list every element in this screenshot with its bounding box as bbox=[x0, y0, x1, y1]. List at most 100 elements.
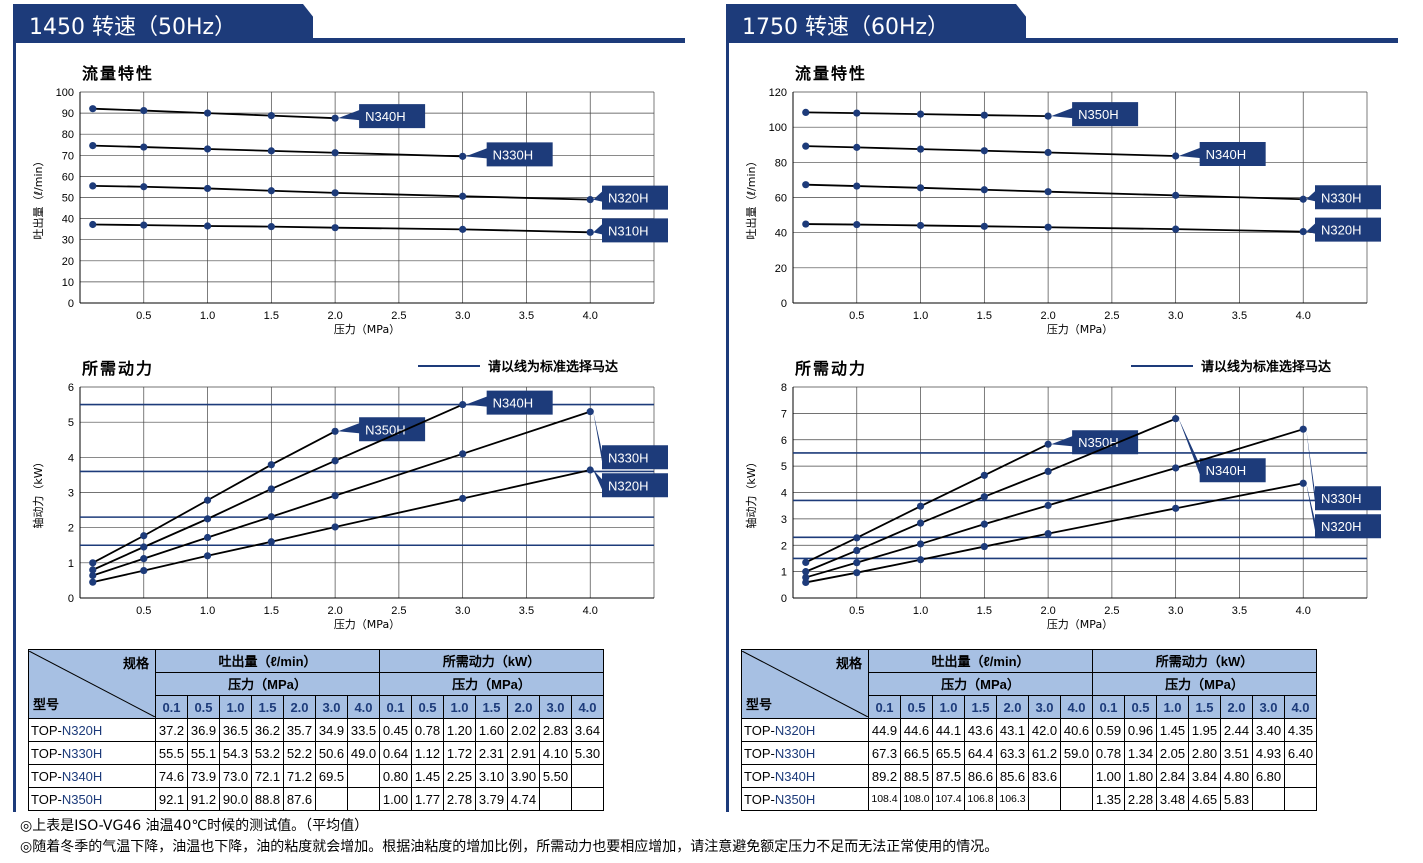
pressure-column-header: 1.0 bbox=[443, 695, 476, 719]
data-point bbox=[980, 471, 988, 479]
y-tick-label: 4 bbox=[781, 488, 787, 500]
data-point bbox=[459, 192, 467, 200]
data-point bbox=[140, 183, 148, 191]
data-point bbox=[267, 485, 275, 493]
x-tick-label: 2.5 bbox=[391, 310, 406, 322]
title-rule bbox=[726, 38, 1398, 43]
callout-box bbox=[1306, 429, 1381, 511]
flow-value-cell: 55.5 bbox=[155, 741, 188, 765]
x-tick-label: 2.5 bbox=[1104, 310, 1119, 322]
flow-chart: 流量特性 0 10 20 30 40 50 60 70 80 90 100 0.5 1.0 1.5 2.0 2.… bbox=[20, 55, 686, 345]
data-point bbox=[802, 142, 810, 150]
y-tick-label: 40 bbox=[62, 214, 74, 226]
y-tick-label: 0 bbox=[68, 593, 74, 605]
data-point bbox=[1044, 223, 1052, 231]
pressure-column-header: 3.0 bbox=[315, 695, 348, 719]
x-tick-label: 4.0 bbox=[583, 310, 598, 322]
series-line-n340h bbox=[92, 403, 464, 571]
x-tick-label: 2.5 bbox=[1104, 605, 1119, 617]
power-value-cell: 4.74 bbox=[507, 787, 540, 811]
series-callout-n350h: N350H bbox=[1051, 430, 1139, 455]
x-axis-label: 压力（MPa） bbox=[1047, 618, 1113, 631]
y-tick-label: 5 bbox=[68, 417, 74, 429]
flow-value-cell: 54.3 bbox=[219, 741, 252, 765]
power-value-cell: 1.12 bbox=[411, 741, 444, 765]
flow-value-cell: 72.1 bbox=[251, 764, 284, 788]
x-tick-label: 1.5 bbox=[977, 605, 992, 617]
callout-box bbox=[1051, 102, 1139, 127]
data-point bbox=[916, 556, 925, 564]
callout-label: N350H bbox=[365, 422, 405, 437]
data-point bbox=[1044, 112, 1052, 120]
flow-value-cell: 44.9 bbox=[868, 718, 901, 742]
spec-label: 规格 bbox=[122, 656, 149, 671]
flow-value-cell: 91.2 bbox=[187, 787, 220, 811]
x-tick-label: 3.5 bbox=[1232, 310, 1247, 322]
callout-box bbox=[1306, 483, 1381, 539]
panel-50hz: 1450 转速（50Hz） 流量特性 0 10 20 30 40 50 60 70 80 90 100… bbox=[0, 0, 686, 812]
x-tick-label: 1.0 bbox=[913, 605, 928, 617]
data-point bbox=[1172, 225, 1180, 233]
x-tick-label: 1.0 bbox=[200, 605, 215, 617]
flow-value-cell bbox=[347, 764, 380, 788]
callout-box bbox=[1306, 185, 1381, 210]
flow-value-cell: 36.2 bbox=[251, 718, 284, 742]
data-point bbox=[140, 555, 148, 563]
y-tick-label: 40 bbox=[775, 228, 787, 240]
table-row: TOP-N340H 89.2 88.5 87.5 86.6 85.6 83.6 1.00 1.8… bbox=[741, 764, 1317, 788]
series-line-n340h bbox=[92, 144, 463, 158]
power-value-cell: 2.25 bbox=[443, 764, 476, 788]
pressure-column-header: 2.0 bbox=[1220, 695, 1253, 719]
data-point bbox=[459, 494, 467, 503]
flow-value-cell: 89.2 bbox=[868, 764, 901, 788]
callout-label: N340H bbox=[1206, 147, 1246, 162]
callout-label: N330H bbox=[1321, 491, 1361, 506]
title-tab bbox=[726, 4, 1026, 42]
data-point bbox=[331, 427, 339, 435]
pressure-column-header: 1.5 bbox=[1188, 695, 1221, 719]
power-value-cell: 3.10 bbox=[475, 764, 508, 788]
flow-value-cell: 65.5 bbox=[932, 741, 965, 765]
power-value-cell: 3.48 bbox=[1156, 787, 1189, 811]
data-point bbox=[203, 109, 212, 117]
callout-box bbox=[465, 142, 553, 167]
pressure-column-header: 2.0 bbox=[507, 695, 540, 719]
power-value-cell: 2.78 bbox=[443, 787, 476, 811]
x-tick-label: 2.0 bbox=[327, 605, 342, 617]
series-callout-n340h: N340H bbox=[465, 390, 553, 415]
pressure-column-header: 4.0 bbox=[1060, 695, 1093, 719]
table-row: TOP-N320H 37.2 36.9 36.5 36.2 35.7 34.9 33.5 0.4… bbox=[28, 718, 604, 742]
y-tick-label: 3 bbox=[68, 488, 74, 500]
series-callout-n350h: N350H bbox=[1051, 102, 1139, 127]
data-point bbox=[267, 147, 275, 155]
data-point bbox=[802, 108, 810, 116]
model-number: N320H bbox=[774, 722, 816, 738]
flow-value-cell: 74.6 bbox=[155, 764, 188, 788]
power-value-cell: 2.28 bbox=[1124, 787, 1157, 811]
model-prefix: TOP- bbox=[744, 791, 775, 807]
flow-value-cell: 49.0 bbox=[347, 741, 380, 765]
power-value-cell: 3.51 bbox=[1220, 741, 1253, 765]
data-point bbox=[916, 184, 925, 192]
pressure-column-header: 4.0 bbox=[347, 695, 380, 719]
y-axis-label: 轴动力（kW） bbox=[31, 456, 45, 528]
y-tick-label: 3 bbox=[781, 514, 787, 526]
power-header: 所需动力（kW） bbox=[379, 649, 604, 673]
callout-box bbox=[593, 411, 668, 470]
data-point bbox=[1044, 467, 1052, 475]
corner-diagonal bbox=[742, 651, 868, 717]
y-axis-label: 轴动力（kW） bbox=[744, 456, 758, 528]
y-tick-label: 4 bbox=[68, 452, 74, 464]
series-line-n340h bbox=[805, 145, 1176, 157]
power-value-cell: 1.34 bbox=[1124, 741, 1157, 765]
callout-label: N350H bbox=[1078, 107, 1118, 122]
data-point bbox=[916, 540, 925, 548]
callout-label: N310H bbox=[608, 223, 648, 238]
model-number: N340H bbox=[774, 768, 816, 784]
data-point bbox=[980, 222, 988, 230]
model-cell: TOP-N340H bbox=[741, 764, 869, 788]
series-line-n330h bbox=[805, 428, 1304, 579]
flow-chart-svg: 流量特性 0 10 20 30 40 50 60 70 80 90 100 0.5 1.0 1.5 2.0 2.… bbox=[31, 64, 668, 336]
x-tick-label: 1.0 bbox=[200, 310, 215, 322]
series-callout-n330h: N330H bbox=[593, 411, 668, 470]
